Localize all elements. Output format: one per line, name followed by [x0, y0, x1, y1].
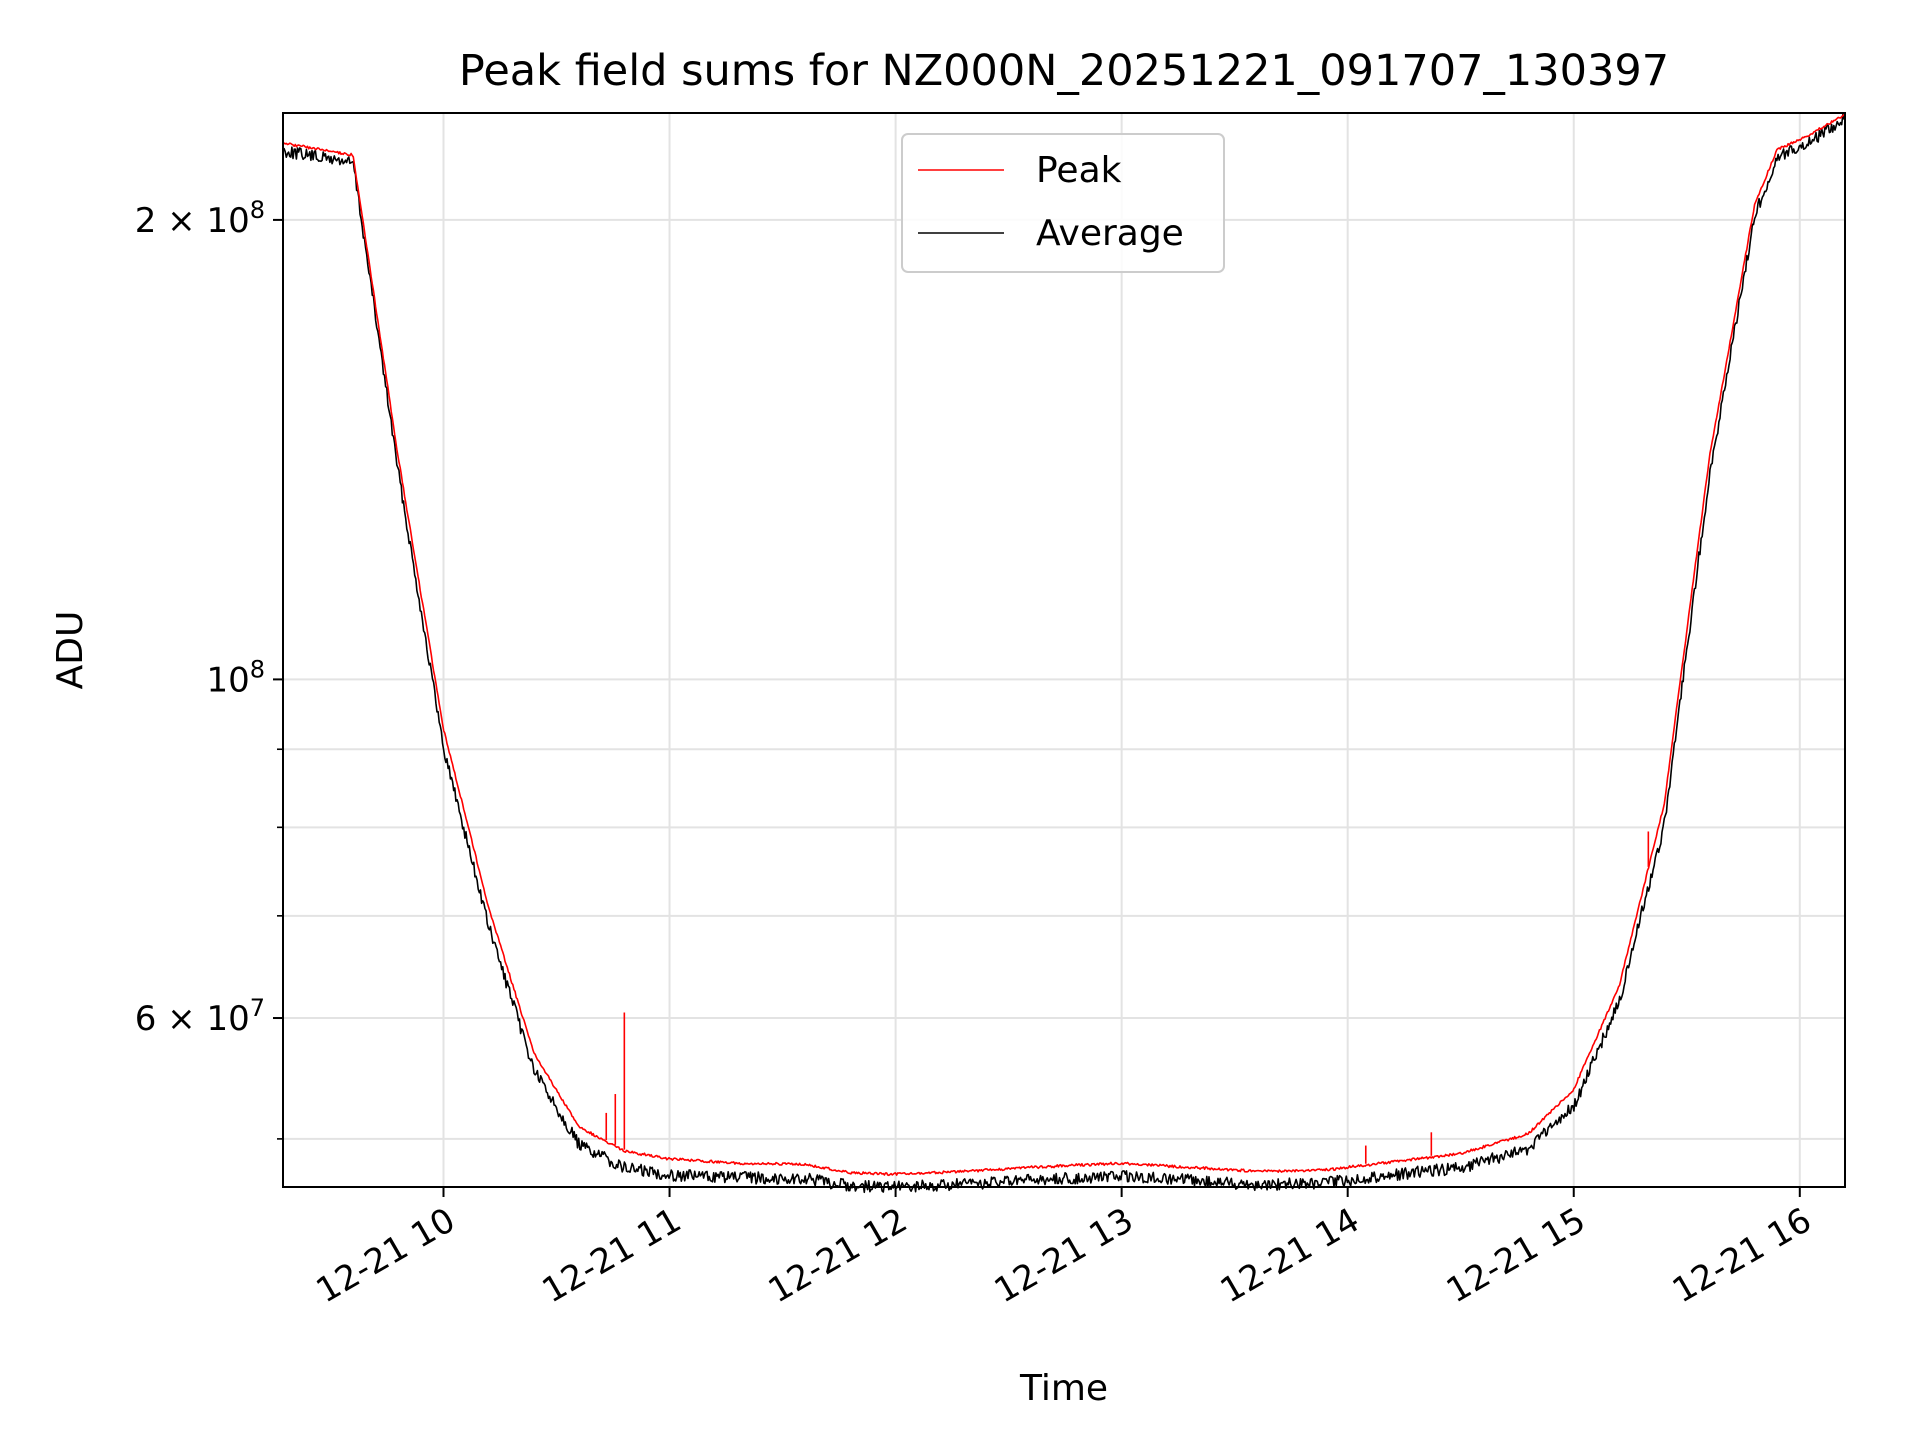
chart-title: Peak field sums for NZ000N_20251221_0917…: [459, 46, 1669, 96]
y-tick-label: 108: [206, 655, 265, 700]
series-line-peak: [282, 112, 1846, 1177]
legend-label-peak: Peak: [1036, 150, 1122, 191]
legend: Peak Average: [901, 133, 1225, 273]
y-tick-label: 6 × 107: [135, 994, 265, 1039]
x-axis-label: Time: [1019, 1368, 1108, 1409]
plot-frame: [282, 112, 1846, 1188]
series-line-average: [282, 114, 1846, 1194]
y-axis-label: ADU: [50, 611, 91, 690]
legend-box: [901, 133, 1225, 273]
y-axis: 2 × 108 108 6 × 107: [135, 196, 283, 1140]
series-layer: [282, 112, 1846, 1194]
grid-lines: [283, 113, 1845, 1187]
legend-label-average: Average: [1036, 213, 1184, 254]
y-tick-label: 2 × 108: [135, 196, 265, 241]
